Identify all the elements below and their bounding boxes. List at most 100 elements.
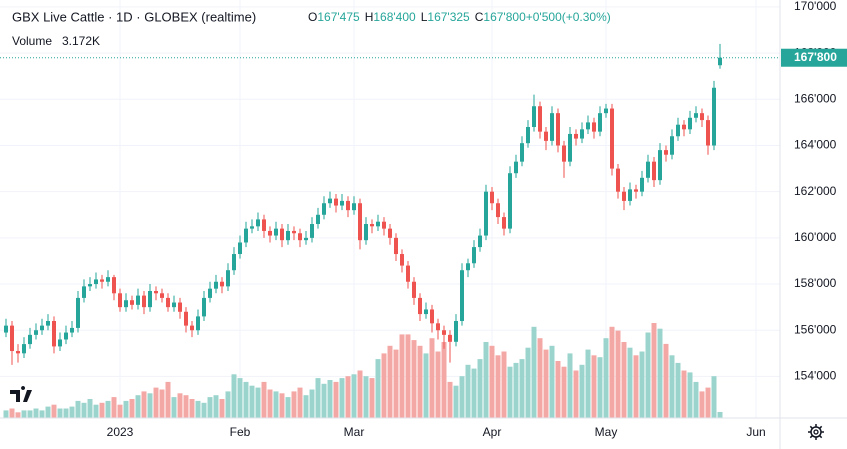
gear-hub	[813, 429, 819, 435]
y-tick-label: 164'000	[794, 138, 837, 152]
candle-body	[208, 288, 212, 298]
candle-body	[682, 124, 686, 130]
candle-body	[466, 263, 470, 271]
volume-bar	[177, 393, 183, 418]
candle-body	[718, 57, 722, 66]
volume-bar	[57, 408, 63, 418]
volume-bar	[3, 410, 9, 418]
ohlc-letter: L	[421, 10, 428, 24]
ohlc-letter: C	[475, 10, 484, 24]
candle-body	[700, 113, 704, 121]
volume-bar	[687, 372, 693, 418]
candle-body	[160, 293, 164, 298]
candle-body	[658, 150, 662, 181]
candle-body	[490, 191, 494, 204]
candle-body	[112, 277, 116, 294]
volume-bar	[105, 400, 111, 418]
candle-body	[178, 302, 182, 312]
candle-body	[136, 295, 140, 305]
candle-body	[634, 189, 638, 192]
volume-bar	[471, 368, 477, 418]
volume-bar	[369, 378, 375, 418]
candle-body	[670, 136, 674, 155]
ohlc-letter: O	[308, 10, 317, 24]
volume-bar	[345, 376, 351, 418]
volume-bar	[63, 408, 69, 418]
volume-bar	[339, 378, 345, 418]
candle-body	[424, 309, 428, 315]
candle-body	[130, 300, 134, 305]
volume-bar	[447, 381, 453, 418]
candle-body	[592, 122, 596, 132]
volume-bar	[453, 385, 459, 418]
volume-bar	[201, 402, 207, 418]
volume-bar	[171, 397, 177, 418]
volume-bar	[147, 393, 153, 418]
volume-bar	[495, 355, 501, 418]
grid	[0, 0, 780, 418]
volume-bar	[141, 391, 147, 418]
candle-body	[436, 323, 440, 331]
volume-bar	[135, 395, 141, 418]
volume-bar	[621, 342, 627, 418]
volume-bar	[45, 406, 51, 418]
tradingview-logo[interactable]	[6, 384, 40, 408]
volume-bar	[69, 406, 75, 418]
candle-body	[232, 254, 236, 271]
volume-bar	[429, 338, 435, 418]
volume-bar	[609, 326, 615, 418]
candle-body	[76, 297, 80, 328]
candle-body	[184, 311, 188, 326]
volume-bar	[285, 397, 291, 418]
candle-body	[376, 221, 380, 227]
candle-body	[70, 327, 74, 333]
volume-bar	[411, 340, 417, 418]
y-tick-label: 156'000	[794, 322, 837, 336]
candle-body	[646, 161, 650, 178]
candle-body	[508, 173, 512, 229]
candle-body	[280, 228, 284, 241]
ohlc-value: 167'800	[483, 10, 526, 24]
volume-bar	[225, 391, 231, 418]
candle-body	[46, 321, 50, 326]
volume-bar	[195, 400, 201, 418]
candle-body	[484, 191, 488, 236]
settings-gear[interactable]	[808, 424, 824, 440]
candle-body	[406, 265, 410, 282]
candle-body	[418, 297, 422, 315]
volume-bar	[591, 355, 597, 418]
volume-bar	[327, 380, 333, 418]
chart-title: GBX Live Cattle · 1D · GLOBEX (realtime)	[12, 9, 256, 24]
volume-bar	[51, 404, 57, 418]
candle-body	[190, 325, 194, 331]
candle-body	[676, 124, 680, 137]
last-price-badge	[781, 48, 847, 67]
volume-bar	[645, 332, 651, 418]
candle-body	[712, 87, 716, 146]
candle-body	[34, 330, 38, 335]
candle-body	[580, 129, 584, 139]
volume-bar	[537, 338, 543, 418]
volume-pane	[3, 323, 723, 418]
candle-body	[346, 200, 350, 211]
volume-bar	[297, 387, 303, 418]
volume-bar	[15, 412, 21, 418]
volume-bar	[393, 349, 399, 418]
volume-bar	[681, 370, 687, 418]
candle-body	[550, 113, 554, 141]
volume-bar	[165, 381, 171, 418]
x-tick-label: Apr	[483, 425, 502, 439]
volume-bar	[465, 364, 471, 418]
candle-body	[166, 297, 170, 308]
candle-body	[100, 279, 104, 282]
candle-body	[118, 293, 122, 308]
volume-bar	[405, 334, 411, 418]
candle-body	[460, 270, 464, 322]
candle-body	[316, 214, 320, 225]
volume-bar	[513, 362, 519, 418]
volume-bar	[9, 408, 15, 418]
volume-last: 3.172K	[62, 34, 100, 48]
candle-body	[28, 334, 32, 345]
volume-bar	[639, 351, 645, 418]
y-tick-label: 170'000	[794, 0, 837, 13]
